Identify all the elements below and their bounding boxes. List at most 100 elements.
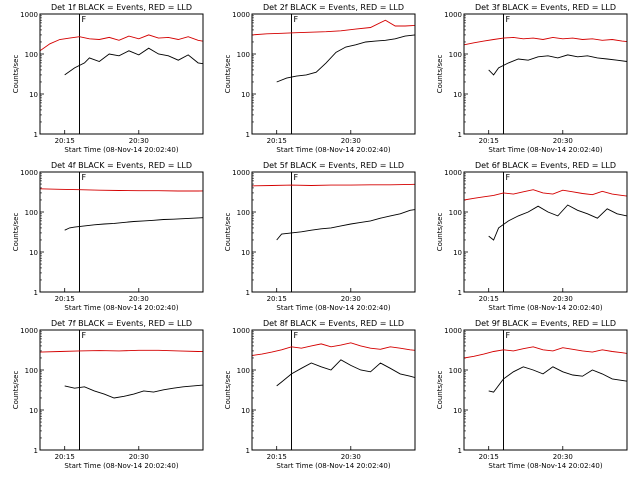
y-tick-label: 100	[25, 209, 38, 217]
marker-letter: E	[398, 331, 403, 340]
plot-area: FSE	[464, 14, 627, 134]
marker-letter: F	[506, 331, 511, 340]
marker-letter: S	[321, 173, 326, 182]
panel-title: Det 7f BLACK = Events, RED = LLD	[51, 319, 192, 328]
x-axis-label: Start Time (08-Nov-14 20:02:40)	[488, 462, 602, 470]
x-tick-label: 20:30	[129, 295, 149, 303]
x-axis-label: Start Time (08-Nov-14 20:02:40)	[64, 304, 178, 312]
panel-det-8: Det 8f BLACK = Events, RED = LLD 1 10 100 10…	[224, 319, 615, 470]
series-events-line	[488, 204, 627, 241]
panel-title: Det 4f BLACK = Events, RED = LLD	[51, 161, 192, 170]
marker-letter: S	[321, 15, 326, 24]
panel-det-5: Det 5f BLACK = Events, RED = LLD 1 10 100 10…	[224, 161, 615, 312]
y-axis-label: Counts/sec	[436, 55, 444, 94]
x-axis-label: Start Time (08-Nov-14 20:02:40)	[488, 146, 602, 154]
panel-title: Det 9f BLACK = Events, RED = LLD	[475, 319, 616, 328]
marker-letter: F	[82, 331, 87, 340]
plot-area: FSE	[464, 172, 627, 292]
y-axis-label: Counts/sec	[12, 371, 20, 410]
x-axis-label: Start Time (08-Nov-14 20:02:40)	[64, 462, 178, 470]
marker-letter: F	[506, 15, 511, 24]
y-tick-label: 100	[25, 367, 38, 375]
marker-letter: S	[321, 331, 326, 340]
marker-letter: E	[610, 173, 615, 182]
x-tick-label: 20:15	[267, 453, 287, 461]
y-tick-label: 10	[241, 407, 250, 415]
y-axis-label: Counts/sec	[224, 213, 232, 252]
y-tick-label: 1000	[444, 11, 462, 19]
x-axis-label: Start Time (08-Nov-14 20:02:40)	[276, 304, 390, 312]
plot-frame	[251, 329, 416, 451]
x-axis-label: Start Time (08-Nov-14 20:02:40)	[276, 462, 390, 470]
x-tick-label: 20:15	[55, 453, 75, 461]
y-tick-label: 1	[458, 131, 462, 139]
panel-det-1: Det 1f BLACK = Events, RED = LLD 1 10 100 10…	[12, 3, 403, 154]
marker-letter: E	[610, 331, 615, 340]
y-tick-label: 10	[29, 91, 38, 99]
y-tick-label: 1	[246, 131, 250, 139]
plot-frame	[39, 13, 204, 135]
x-tick-label: 20:30	[553, 453, 573, 461]
series-lld-line	[252, 183, 415, 187]
marker-letter: F	[294, 331, 299, 340]
plot-frame	[39, 329, 204, 451]
y-tick-label: 10	[453, 249, 462, 257]
x-tick-label: 20:15	[267, 295, 287, 303]
marker-letter: E	[398, 173, 403, 182]
plot-area: FSE	[464, 330, 627, 450]
y-tick-label: 1000	[232, 327, 250, 335]
marker-letter: E	[610, 15, 615, 24]
panel-det-9: Det 9f BLACK = Events, RED = LLD 1 10 100 10…	[436, 319, 628, 470]
y-tick-label: 10	[241, 249, 250, 257]
y-tick-label: 1000	[20, 169, 38, 177]
plot-frame	[463, 171, 628, 293]
y-tick-label: 10	[453, 91, 462, 99]
y-tick-label: 1	[34, 131, 38, 139]
x-axis-label: Start Time (08-Nov-14 20:02:40)	[64, 146, 178, 154]
series-events-line	[64, 47, 203, 76]
plot-frame	[39, 171, 204, 293]
y-tick-label: 10	[29, 249, 38, 257]
y-tick-label: 1	[246, 289, 250, 297]
y-tick-label: 100	[25, 51, 38, 59]
y-tick-label: 1000	[232, 169, 250, 177]
x-tick-label: 20:15	[479, 295, 499, 303]
y-tick-label: 100	[449, 51, 462, 59]
panel-title: Det 2f BLACK = Events, RED = LLD	[263, 3, 404, 12]
marker-letter: F	[294, 15, 299, 24]
marker-letter: F	[506, 173, 511, 182]
panel-title: Det 8f BLACK = Events, RED = LLD	[263, 319, 404, 328]
y-tick-label: 100	[237, 367, 250, 375]
x-tick-label: 20:30	[553, 295, 573, 303]
x-tick-label: 20:15	[479, 453, 499, 461]
y-tick-label: 1	[34, 289, 38, 297]
panel-title: Det 5f BLACK = Events, RED = LLD	[263, 161, 404, 170]
y-tick-label: 1000	[444, 169, 462, 177]
series-lld-line	[252, 342, 415, 356]
plot-frame	[251, 171, 416, 293]
x-tick-label: 20:30	[341, 453, 361, 461]
series-lld-line	[464, 346, 627, 359]
y-tick-label: 1000	[20, 327, 38, 335]
panel-title: Det 6f BLACK = Events, RED = LLD	[475, 161, 616, 170]
series-events-line	[64, 217, 203, 231]
x-tick-label: 20:30	[129, 453, 149, 461]
series-lld-line	[252, 19, 415, 36]
marker-letter: F	[294, 173, 299, 182]
y-tick-label: 100	[237, 209, 250, 217]
plot-frame	[463, 13, 628, 135]
y-tick-label: 1000	[20, 11, 38, 19]
y-tick-label: 100	[237, 51, 250, 59]
y-tick-label: 1	[246, 447, 250, 455]
series-lld-line	[40, 188, 203, 192]
y-tick-label: 10	[241, 91, 250, 99]
y-axis-label: Counts/sec	[224, 371, 232, 410]
marker-letter: E	[398, 15, 403, 24]
series-lld-line	[464, 189, 627, 201]
series-events-line	[488, 366, 627, 393]
marker-letter: S	[533, 331, 538, 340]
